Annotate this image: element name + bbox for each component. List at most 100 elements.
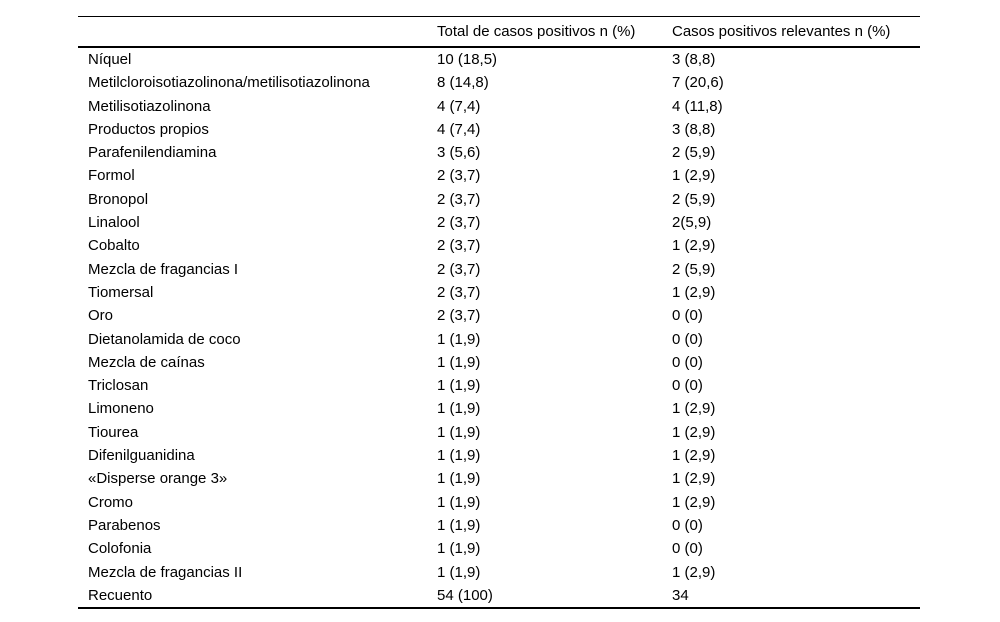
column-header-total-cases: Total de casos positivos n (%)	[437, 23, 636, 40]
cell-relevant-cases: 2 (5,9)	[672, 144, 716, 162]
table-body: Níquel 10 (18,5) 3 (8,8) Metilcloroisoti…	[78, 47, 920, 608]
table-header-row: Total de casos positivos n (%) Casos pos…	[78, 16, 920, 48]
table-row: Parabenos 1 (1,9) 0 (0)	[78, 514, 920, 537]
cell-relevant-cases: 1 (2,9)	[672, 283, 716, 301]
cell-relevant-cases: 3 (8,8)	[672, 120, 716, 138]
cell-allergen: Limoneno	[88, 400, 154, 418]
cell-relevant-cases: 0 (0)	[672, 307, 703, 325]
table-row: Formol 2 (3,7) 1 (2,9)	[78, 164, 920, 187]
cell-total-cases: 1 (1,9)	[437, 400, 481, 418]
cell-relevant-cases: 4 (11,8)	[672, 97, 723, 115]
table-row: Colofonia 1 (1,9) 0 (0)	[78, 537, 920, 560]
cell-total-cases: 2 (3,7)	[437, 190, 481, 208]
cell-total-cases: 1 (1,9)	[437, 563, 481, 581]
cell-total-cases: 1 (1,9)	[437, 516, 481, 534]
table-row: Metilcloroisotiazolinona/metilisotiazoli…	[78, 71, 920, 94]
table-row: Dietanolamida de coco 1 (1,9) 0 (0)	[78, 328, 920, 351]
cell-relevant-cases: 2(5,9)	[672, 214, 712, 232]
cell-allergen: Bronopol	[88, 190, 149, 208]
column-header-relevant-cases: Casos positivos relevantes n (%)	[672, 23, 891, 40]
table-row: Linalool 2 (3,7) 2(5,9)	[78, 211, 920, 234]
cell-allergen: Triclosan	[88, 377, 149, 395]
table-row: «Disperse orange 3» 1 (1,9) 1 (2,9)	[78, 467, 920, 490]
cell-relevant-cases: 3 (8,8)	[672, 51, 716, 68]
cell-allergen: Tiourea	[88, 423, 139, 441]
cell-allergen: Metilcloroisotiazolinona/metilisotiazoli…	[88, 74, 370, 92]
cell-total-cases: 1 (1,9)	[437, 447, 481, 465]
cell-allergen: Mezcla de fragancias I	[88, 260, 239, 278]
cell-total-cases: 1 (1,9)	[437, 493, 481, 511]
cell-relevant-cases: 1 (2,9)	[672, 167, 716, 185]
cell-allergen: Oro	[88, 307, 114, 325]
cell-relevant-cases: 0 (0)	[672, 353, 703, 371]
cell-allergen: Tiomersal	[88, 283, 154, 301]
cell-allergen: Níquel	[88, 51, 132, 68]
cell-relevant-cases: 1 (2,9)	[672, 400, 716, 418]
cell-allergen: Productos propios	[88, 120, 209, 138]
cell-relevant-cases: 0 (0)	[672, 516, 703, 534]
cell-allergen: Linalool	[88, 214, 140, 232]
cell-total-cases: 2 (3,7)	[437, 307, 481, 325]
cell-allergen: Parabenos	[88, 516, 161, 534]
cell-total-cases: 2 (3,7)	[437, 237, 481, 255]
cell-total-cases: 2 (3,7)	[437, 260, 481, 278]
cell-relevant-cases: 0 (0)	[672, 330, 703, 348]
cell-allergen: Cobalto	[88, 237, 140, 255]
cell-total-cases: 1 (1,9)	[437, 330, 481, 348]
table-row: Recuento 54 (100) 34	[78, 584, 920, 608]
cell-allergen: «Disperse orange 3»	[88, 470, 228, 488]
cell-relevant-cases: 1 (2,9)	[672, 447, 716, 465]
cell-allergen: Dietanolamida de coco	[88, 330, 241, 348]
cell-total-cases: 1 (1,9)	[437, 540, 481, 558]
cell-relevant-cases: 34	[672, 586, 689, 604]
cell-relevant-cases: 1 (2,9)	[672, 563, 716, 581]
table-row: Tiourea 1 (1,9) 1 (2,9)	[78, 421, 920, 444]
cell-total-cases: 10 (18,5)	[437, 51, 498, 68]
cell-total-cases: 2 (3,7)	[437, 214, 481, 232]
table-row: Cromo 1 (1,9) 1 (2,9)	[78, 491, 920, 514]
cell-relevant-cases: 2 (5,9)	[672, 260, 716, 278]
cell-relevant-cases: 1 (2,9)	[672, 493, 716, 511]
table-row: Metilisotiazolinona 4 (7,4) 4 (11,8)	[78, 95, 920, 118]
cell-allergen: Colofonia	[88, 540, 152, 558]
table-row: Parafenilendiamina 3 (5,6) 2 (5,9)	[78, 141, 920, 164]
column-header-allergen	[78, 17, 437, 48]
table-row: Triclosan 1 (1,9) 0 (0)	[78, 374, 920, 397]
table-row: Níquel 10 (18,5) 3 (8,8)	[78, 47, 920, 71]
cell-relevant-cases: 7 (20,6)	[672, 74, 724, 92]
cell-relevant-cases: 1 (2,9)	[672, 423, 716, 441]
table-row: Difenilguanidina 1 (1,9) 1 (2,9)	[78, 444, 920, 467]
table-row: Mezcla de caínas 1 (1,9) 0 (0)	[78, 351, 920, 374]
cell-relevant-cases: 0 (0)	[672, 377, 703, 395]
cell-total-cases: 1 (1,9)	[437, 423, 481, 441]
cell-total-cases: 8 (14,8)	[437, 74, 489, 92]
cell-allergen: Difenilguanidina	[88, 447, 195, 465]
table-row: Tiomersal 2 (3,7) 1 (2,9)	[78, 281, 920, 304]
cell-total-cases: 4 (7,4)	[437, 97, 481, 115]
cell-total-cases: 3 (5,6)	[437, 144, 481, 162]
cell-allergen: Recuento	[88, 586, 153, 604]
cell-allergen: Mezcla de caínas	[88, 353, 205, 371]
cell-relevant-cases: 1 (2,9)	[672, 237, 716, 255]
cell-allergen: Cromo	[88, 493, 134, 511]
cell-total-cases: 1 (1,9)	[437, 353, 481, 371]
cell-relevant-cases: 2 (5,9)	[672, 190, 716, 208]
table-row: Mezcla de fragancias II 1 (1,9) 1 (2,9)	[78, 561, 920, 584]
cell-total-cases: 1 (1,9)	[437, 470, 481, 488]
cell-relevant-cases: 1 (2,9)	[672, 470, 716, 488]
cell-allergen: Metilisotiazolinona	[88, 97, 211, 115]
cell-allergen: Mezcla de fragancias II	[88, 563, 243, 581]
table-row: Productos propios 4 (7,4) 3 (8,8)	[78, 118, 920, 141]
allergen-results-table: Total de casos positivos n (%) Casos pos…	[78, 16, 920, 610]
table-row: Cobalto 2 (3,7) 1 (2,9)	[78, 234, 920, 257]
cell-total-cases: 4 (7,4)	[437, 120, 481, 138]
cell-allergen: Formol	[88, 167, 135, 185]
table-row: Limoneno 1 (1,9) 1 (2,9)	[78, 397, 920, 420]
cell-total-cases: 1 (1,9)	[437, 377, 481, 395]
cell-total-cases: 2 (3,7)	[437, 283, 481, 301]
table-row: Bronopol 2 (3,7) 2 (5,9)	[78, 188, 920, 211]
cell-total-cases: 2 (3,7)	[437, 167, 481, 185]
cell-allergen: Parafenilendiamina	[88, 144, 217, 162]
cell-total-cases: 54 (100)	[437, 586, 493, 604]
